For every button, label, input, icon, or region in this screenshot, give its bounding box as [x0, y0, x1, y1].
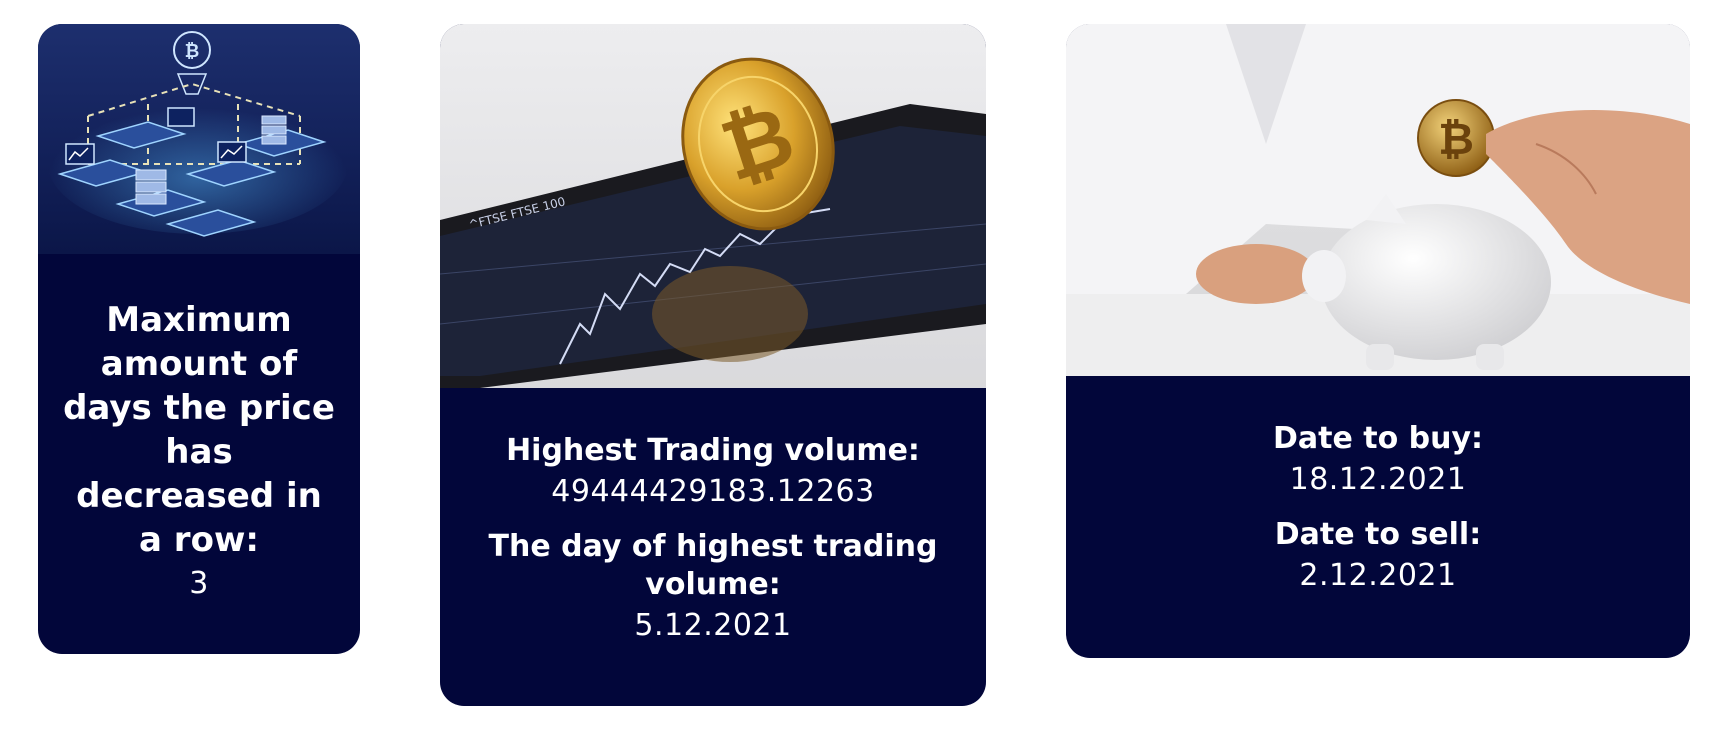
highest-volume-value: 49444429183.12263	[551, 474, 875, 509]
trading-volume-card: ^FTSE FTSE 100 ₿ Highest Trading volume:…	[440, 24, 986, 706]
bitcoin-piggy-bank-image: ₿	[1066, 24, 1690, 376]
buy-sell-dates-card: ₿ Date to buy: 18.12.2021 Date to sell: …	[1066, 24, 1690, 658]
max-decrease-days-value: 3	[189, 566, 209, 601]
buy-date-label: Date to buy:	[1272, 421, 1484, 456]
sell-date-value: 2.12.2021	[1299, 558, 1457, 593]
highest-volume-day-value: 5.12.2021	[634, 608, 792, 643]
svg-text:₿: ₿	[185, 41, 200, 62]
highest-volume-label: Highest Trading volume:	[506, 433, 920, 468]
svg-text:₿: ₿	[1438, 114, 1474, 165]
highest-volume-day-label: The day of highest trading volume:	[488, 529, 938, 602]
sell-date-label: Date to sell:	[1274, 517, 1482, 552]
blockchain-network-image: ₿	[38, 24, 360, 254]
max-decrease-days-label: Maximum amount of days the price has dec…	[63, 300, 335, 560]
bitcoin-phone-chart-image: ^FTSE FTSE 100 ₿	[440, 24, 986, 388]
buy-date-value: 18.12.2021	[1289, 462, 1467, 497]
max-decrease-days-card: ₿	[38, 24, 360, 654]
